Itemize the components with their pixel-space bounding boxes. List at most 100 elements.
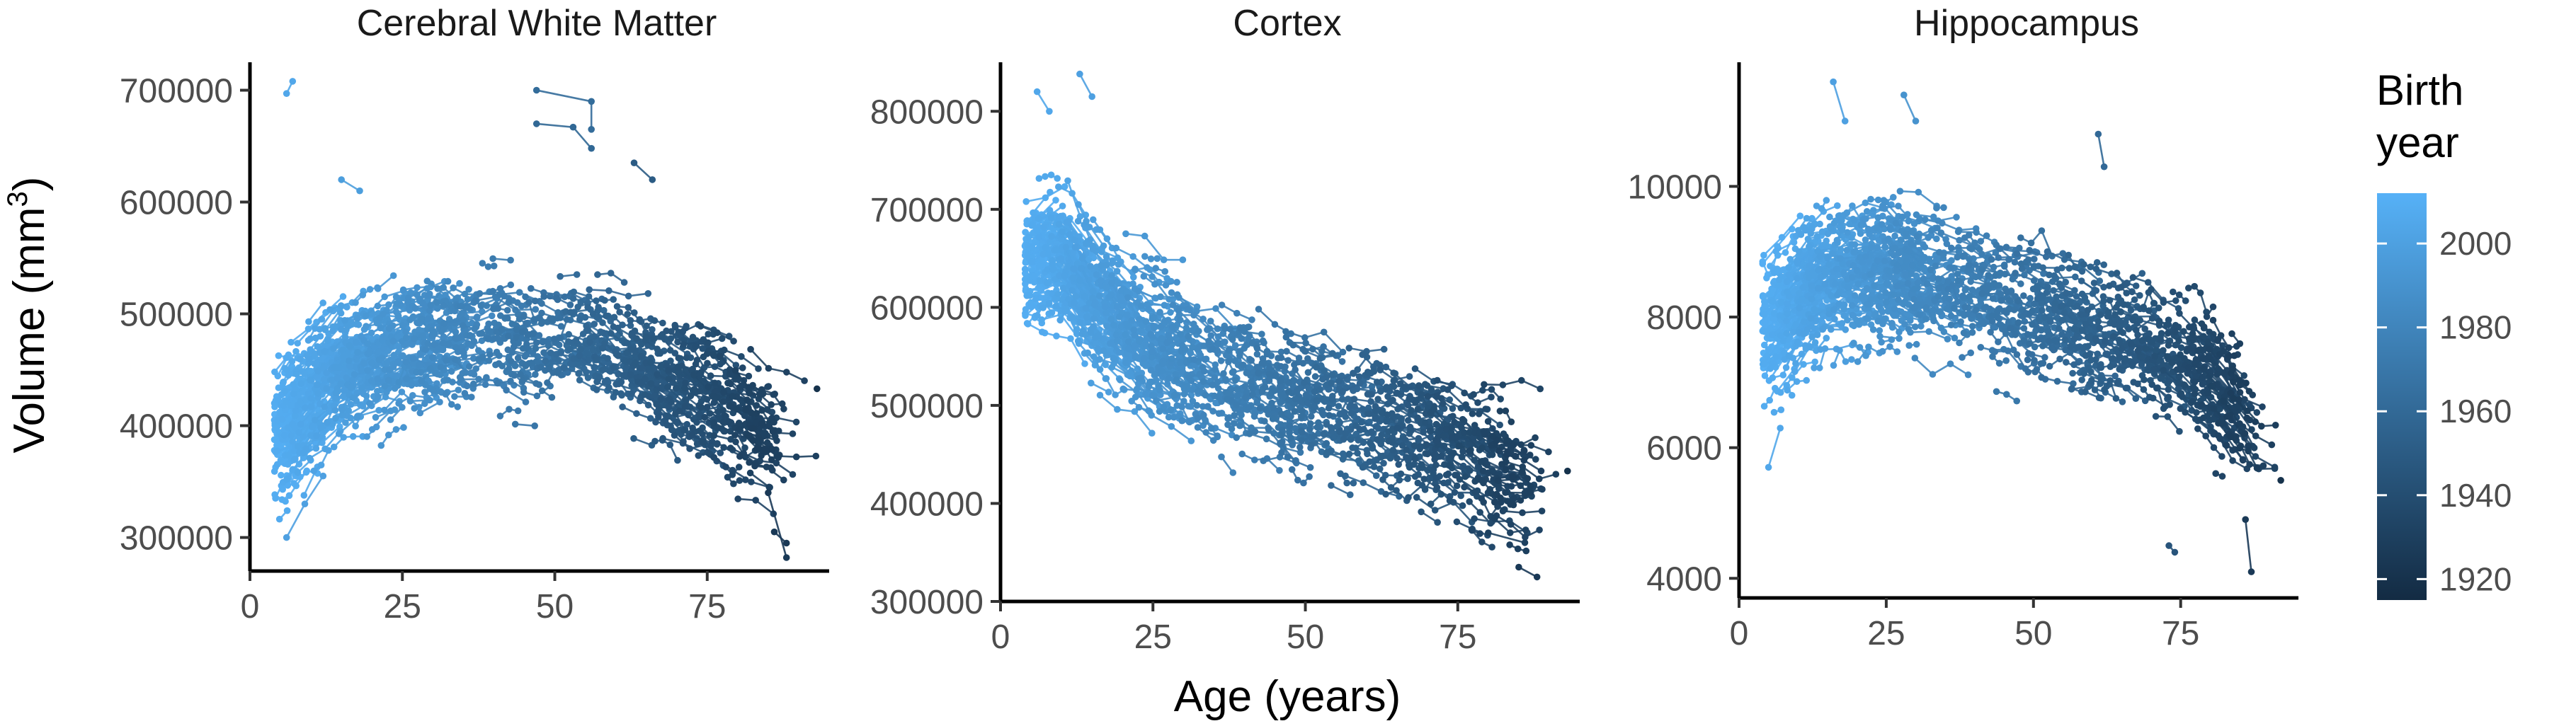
data-point — [637, 364, 645, 372]
data-point — [711, 379, 719, 387]
panel-title: Cortex — [1233, 3, 1341, 44]
data-point — [697, 371, 705, 379]
data-point — [436, 398, 443, 405]
data-point — [738, 353, 745, 360]
data-point — [399, 403, 406, 411]
data-point — [735, 420, 743, 427]
data-point — [576, 376, 583, 384]
data-point — [689, 424, 696, 432]
data-point — [607, 330, 615, 337]
data-point — [456, 280, 463, 287]
trajectory-line — [380, 426, 404, 446]
data-point — [697, 323, 705, 330]
data-point — [521, 352, 529, 360]
data-point — [440, 302, 447, 309]
data-point — [682, 379, 689, 387]
subject-trajectory — [593, 296, 617, 304]
data-point — [538, 300, 545, 307]
data-point — [666, 347, 674, 354]
plot-area — [1021, 70, 1571, 581]
data-point — [275, 515, 283, 523]
data-point — [750, 425, 758, 432]
data-point — [367, 329, 375, 337]
data-point — [569, 123, 577, 131]
data-point — [280, 432, 288, 439]
data-point — [755, 365, 762, 372]
data-point — [732, 438, 739, 446]
data-point — [617, 379, 625, 386]
data-point — [530, 330, 537, 337]
data-point — [520, 388, 528, 396]
data-point — [782, 554, 790, 561]
data-point — [292, 347, 300, 355]
data-point — [725, 418, 733, 425]
data-point — [505, 333, 512, 340]
data-point — [1033, 227, 1041, 234]
data-point — [292, 370, 300, 378]
trajectory-line — [333, 435, 363, 448]
trajectory-line — [536, 89, 593, 129]
data-point — [688, 431, 696, 438]
data-point — [283, 476, 290, 483]
data-point — [569, 295, 577, 302]
data-point — [448, 401, 455, 408]
data-point — [321, 403, 329, 410]
data-point — [700, 439, 707, 446]
data-point — [532, 371, 539, 378]
data-point — [1028, 221, 1035, 229]
data-point — [313, 381, 321, 388]
data-point — [644, 290, 652, 297]
data-point — [659, 434, 666, 442]
data-point — [511, 371, 518, 379]
data-point — [349, 394, 357, 401]
data-point — [319, 299, 327, 306]
data-point — [321, 347, 329, 355]
data-point — [324, 419, 331, 426]
data-point — [686, 445, 693, 452]
data-point — [721, 412, 729, 419]
data-point — [588, 144, 595, 152]
data-point — [570, 288, 578, 296]
data-point — [532, 86, 540, 94]
data-point — [731, 432, 739, 439]
data-point — [433, 299, 440, 306]
data-point — [523, 320, 530, 327]
data-point — [270, 468, 278, 475]
data-point — [283, 354, 290, 362]
data-point — [364, 367, 371, 374]
subject-trajectory — [770, 528, 790, 547]
data-point — [651, 335, 658, 342]
data-point — [440, 320, 448, 327]
data-point — [347, 414, 354, 422]
data-point — [567, 309, 574, 316]
data-point — [465, 340, 472, 347]
data-point — [654, 371, 661, 378]
data-point — [481, 381, 489, 388]
data-point — [283, 90, 290, 97]
data-point — [664, 384, 671, 391]
data-point — [374, 285, 382, 292]
subject-trajectory — [489, 255, 514, 264]
data-point — [532, 120, 540, 127]
data-point — [618, 391, 625, 399]
data-point — [540, 349, 547, 357]
data-point — [729, 393, 736, 400]
data-point — [468, 393, 475, 401]
data-point — [437, 364, 445, 371]
data-point — [747, 345, 754, 353]
data-point — [710, 454, 717, 461]
data-point — [588, 98, 595, 105]
data-point — [406, 398, 414, 405]
data-point — [674, 363, 681, 371]
data-point — [366, 286, 374, 293]
data-point — [305, 355, 313, 363]
data-point — [709, 351, 717, 358]
data-point — [297, 380, 305, 387]
data-point — [427, 301, 435, 309]
data-point — [619, 403, 626, 410]
panel-title: Cerebral White Matter — [357, 3, 717, 44]
data-point — [408, 381, 415, 389]
data-point — [319, 472, 327, 480]
data-point — [313, 432, 320, 439]
data-point — [546, 365, 553, 372]
